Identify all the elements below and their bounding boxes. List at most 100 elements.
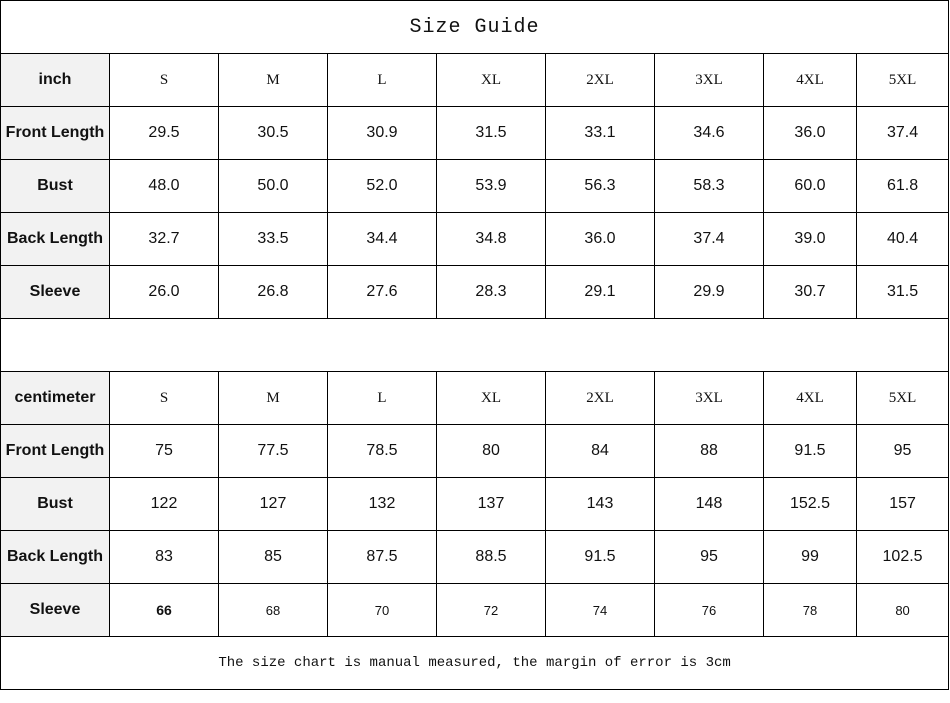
table-cell: 66	[109, 583, 219, 637]
table-cell: 76	[654, 583, 764, 637]
table-cell: 39.0	[763, 212, 857, 266]
table-cell: 36.0	[545, 212, 655, 266]
table-row: Front Length 75 77.5 78.5 80 84 88 91.5 95	[0, 424, 950, 478]
size-header: XL	[436, 371, 546, 425]
size-header: 5XL	[855, 53, 950, 107]
table-cell: 80	[436, 424, 546, 478]
table-cell: 84	[545, 424, 655, 478]
note-row: The size chart is manual measured, the m…	[0, 636, 950, 690]
table-cell: 95	[855, 424, 950, 478]
table-cell: 36.0	[763, 106, 857, 160]
page-title: Size Guide	[0, 0, 950, 54]
table-cell: 99	[763, 530, 857, 584]
table-cell: 61.8	[855, 159, 950, 213]
table-cell: 28.3	[436, 265, 546, 319]
table-cell: 80	[855, 583, 950, 637]
table-cell: 91.5	[545, 530, 655, 584]
table-cell: 95	[654, 530, 764, 584]
measurement-note: The size chart is manual measured, the m…	[0, 636, 950, 690]
title-row: Size Guide	[0, 0, 950, 54]
measurement-label: Bust	[0, 477, 110, 531]
table-cell: 48.0	[109, 159, 219, 213]
inch-header-row: inch S M L XL 2XL 3XL 4XL 5XL	[0, 53, 950, 107]
size-header: S	[109, 53, 219, 107]
table-cell: 27.6	[327, 265, 437, 319]
table-cell: 31.5	[855, 265, 950, 319]
spacer-row	[0, 318, 950, 372]
spacer-cell	[0, 318, 950, 372]
measurement-label: Sleeve	[0, 265, 110, 319]
unit-label: inch	[0, 53, 110, 107]
table-cell: 91.5	[763, 424, 857, 478]
table-row: Back Length 83 85 87.5 88.5 91.5 95 99 102.5	[0, 530, 950, 584]
measurement-label: Front Length	[0, 106, 110, 160]
table-cell: 33.5	[218, 212, 328, 266]
table-row: Sleeve 26.0 26.8 27.6 28.3 29.1 29.9 30.7 31.5	[0, 265, 950, 319]
table-cell: 37.4	[855, 106, 950, 160]
table-cell: 50.0	[218, 159, 328, 213]
table-cell: 152.5	[763, 477, 857, 531]
table-cell: 70	[327, 583, 437, 637]
table-cell: 34.4	[327, 212, 437, 266]
table-cell: 132	[327, 477, 437, 531]
table-cell: 122	[109, 477, 219, 531]
size-header: 3XL	[654, 371, 764, 425]
table-cell: 29.1	[545, 265, 655, 319]
table-cell: 33.1	[545, 106, 655, 160]
table-cell: 30.5	[218, 106, 328, 160]
table-cell: 127	[218, 477, 328, 531]
table-row: Back Length 32.7 33.5 34.4 34.8 36.0 37.4 39.0 4…	[0, 212, 950, 266]
measurement-label: Back Length	[0, 212, 110, 266]
table-cell: 60.0	[763, 159, 857, 213]
table-cell: 40.4	[855, 212, 950, 266]
size-header: L	[327, 371, 437, 425]
table-cell: 52.0	[327, 159, 437, 213]
table-cell: 37.4	[654, 212, 764, 266]
table-cell: 53.9	[436, 159, 546, 213]
table-row: Bust 48.0 50.0 52.0 53.9 56.3 58.3 60.0 61.8	[0, 159, 950, 213]
table-cell: 26.0	[109, 265, 219, 319]
table-cell: 148	[654, 477, 764, 531]
table-cell: 74	[545, 583, 655, 637]
table-cell: 26.8	[218, 265, 328, 319]
size-header: S	[109, 371, 219, 425]
size-header: M	[218, 371, 328, 425]
table-cell: 137	[436, 477, 546, 531]
measurement-label: Front Length	[0, 424, 110, 478]
size-header: 2XL	[545, 53, 655, 107]
size-header: L	[327, 53, 437, 107]
size-header: 4XL	[763, 371, 857, 425]
table-cell: 87.5	[327, 530, 437, 584]
size-header: 4XL	[763, 53, 857, 107]
table-cell: 102.5	[855, 530, 950, 584]
size-header: 3XL	[654, 53, 764, 107]
table-row: Front Length 29.5 30.5 30.9 31.5 33.1 34.6 36.0…	[0, 106, 950, 160]
table-cell: 78	[763, 583, 857, 637]
table-cell: 75	[109, 424, 219, 478]
table-cell: 88	[654, 424, 764, 478]
table-cell: 85	[218, 530, 328, 584]
table-cell: 30.7	[763, 265, 857, 319]
table-cell: 77.5	[218, 424, 328, 478]
table-cell: 68	[218, 583, 328, 637]
unit-label: centimeter	[0, 371, 110, 425]
table-row: Bust 122 127 132 137 143 148 152.5 157	[0, 477, 950, 531]
cm-header-row: centimeter S M L XL 2XL 3XL 4XL 5XL	[0, 371, 950, 425]
table-cell: 34.8	[436, 212, 546, 266]
table-cell: 56.3	[545, 159, 655, 213]
table-cell: 72	[436, 583, 546, 637]
table-cell: 83	[109, 530, 219, 584]
measurement-label: Bust	[0, 159, 110, 213]
table-row: Sleeve 66 68 70 72 74 76 78 80	[0, 583, 950, 637]
size-header: XL	[436, 53, 546, 107]
table-cell: 78.5	[327, 424, 437, 478]
table-cell: 30.9	[327, 106, 437, 160]
table-cell: 157	[855, 477, 950, 531]
table-cell: 32.7	[109, 212, 219, 266]
size-header: M	[218, 53, 328, 107]
table-cell: 34.6	[654, 106, 764, 160]
table-cell: 31.5	[436, 106, 546, 160]
table-cell: 88.5	[436, 530, 546, 584]
size-header: 2XL	[545, 371, 655, 425]
